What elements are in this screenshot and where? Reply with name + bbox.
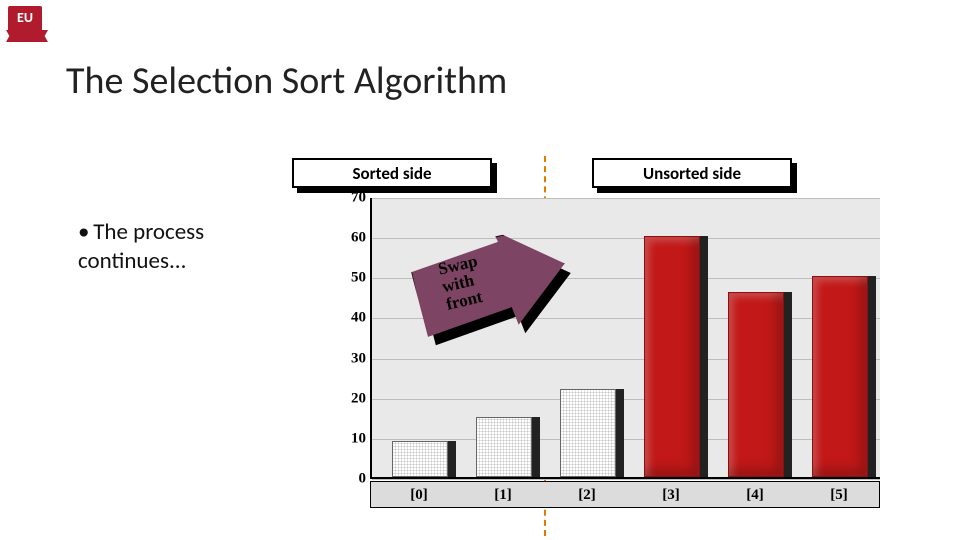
bar (476, 417, 532, 477)
gridline (372, 439, 880, 440)
bullet-text-content: The process continues... (78, 218, 204, 275)
ytick-label: 10 (351, 430, 366, 447)
logo: EU (6, 4, 48, 50)
gridline (372, 399, 880, 400)
bar (560, 389, 616, 477)
ytick-label: 70 (351, 190, 366, 207)
bar (728, 292, 784, 477)
xtick-label: [2] (578, 487, 596, 504)
region-row: Sorted side Unsorted side (292, 158, 882, 190)
logo-ribbon (6, 30, 48, 42)
gridline (372, 198, 880, 199)
gridline (372, 479, 880, 480)
ytick-label: 30 (351, 350, 366, 367)
bar-face (476, 417, 532, 477)
logo-text: EU (8, 6, 42, 32)
xtick-label: [3] (662, 487, 680, 504)
gridline (372, 359, 880, 360)
ytick-label: 50 (351, 270, 366, 287)
bar-face (644, 236, 700, 477)
xaxis-strip: [0] [1] [2] [3] [4] [5] (370, 481, 880, 508)
region-unsorted: Unsorted side (592, 158, 792, 188)
bar-chart: 010203040506070 [0][1][2][3][4][5] (335, 198, 880, 508)
ytick-label: 0 (359, 471, 367, 488)
xtick-label: [5] (830, 487, 848, 504)
bar-face (560, 389, 616, 477)
bar-face (728, 292, 784, 477)
region-sorted: Sorted side (292, 158, 492, 188)
bar (644, 236, 700, 477)
xtick-label: [1] (494, 487, 512, 504)
page-title: The Selection Sort Algorithm (66, 58, 507, 104)
ytick-label: 20 (351, 390, 366, 407)
bar-face (812, 276, 868, 477)
ytick-label: 40 (351, 310, 366, 327)
xtick-label: [4] (746, 487, 764, 504)
bar-face (392, 441, 448, 477)
xtick-label: [0] (410, 487, 428, 504)
bar (392, 441, 448, 477)
ytick-label: 60 (351, 230, 366, 247)
bar (812, 276, 868, 477)
bullet-text: • The process continues... (78, 218, 288, 276)
gridline (372, 238, 880, 239)
